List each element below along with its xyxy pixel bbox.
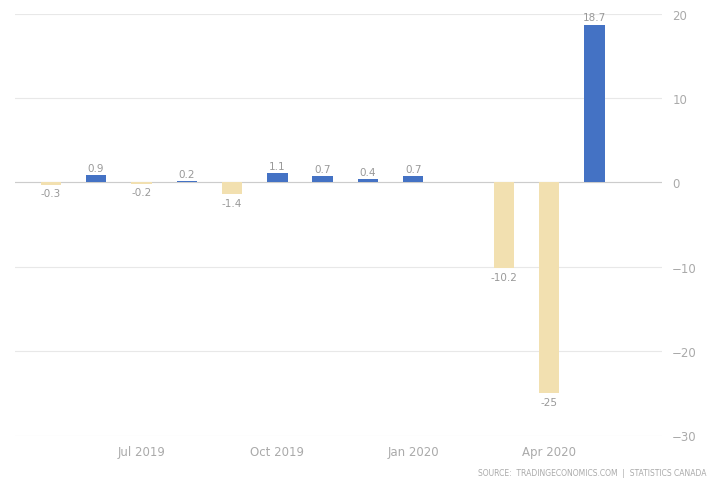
- Bar: [131, 183, 151, 184]
- Text: -10.2: -10.2: [491, 272, 518, 282]
- Bar: [86, 175, 106, 183]
- Text: SOURCE:  TRADINGECONOMICS.COM  |  STATISTICS CANADA: SOURCE: TRADINGECONOMICS.COM | STATISTIC…: [478, 468, 706, 477]
- Text: 0.7: 0.7: [405, 165, 422, 175]
- Text: 0.7: 0.7: [314, 165, 331, 175]
- Bar: [403, 177, 424, 183]
- Bar: [222, 183, 242, 195]
- Text: -0.3: -0.3: [41, 189, 61, 199]
- Bar: [539, 183, 559, 393]
- Text: -0.2: -0.2: [131, 188, 151, 198]
- Bar: [41, 183, 61, 185]
- Text: -1.4: -1.4: [222, 198, 242, 208]
- Text: 0.2: 0.2: [178, 169, 195, 179]
- Text: -25: -25: [541, 397, 558, 407]
- Text: 0.9: 0.9: [88, 163, 104, 173]
- Bar: [267, 174, 288, 183]
- Bar: [177, 182, 197, 183]
- Bar: [494, 183, 514, 269]
- Text: 1.1: 1.1: [269, 162, 285, 172]
- Bar: [312, 177, 333, 183]
- Text: 0.4: 0.4: [360, 167, 376, 178]
- Bar: [585, 26, 605, 183]
- Bar: [357, 180, 378, 183]
- Text: 18.7: 18.7: [583, 14, 606, 23]
